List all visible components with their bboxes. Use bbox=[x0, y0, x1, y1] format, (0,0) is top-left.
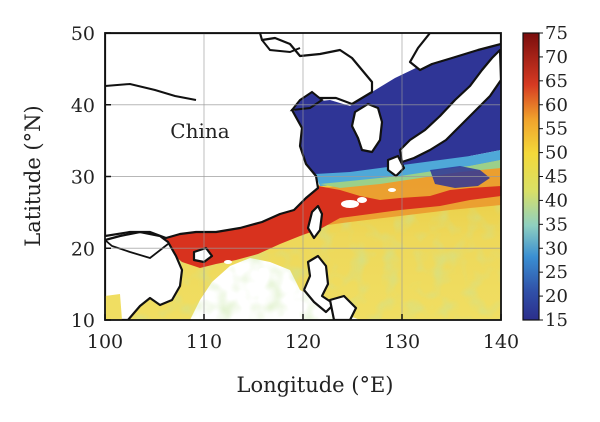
southwest-land-patch bbox=[105, 294, 122, 320]
ocean-blue-patch-east bbox=[430, 166, 490, 188]
northern-land-northeast bbox=[408, 33, 501, 72]
y-tick-label: 50 bbox=[71, 23, 95, 45]
colorbar-tick-label: 20 bbox=[545, 286, 568, 307]
speckle-2 bbox=[357, 197, 367, 203]
x-tick-label: 100 bbox=[87, 331, 123, 353]
speckle-3 bbox=[224, 260, 232, 264]
colorbar-tick-label: 60 bbox=[545, 95, 568, 116]
ocean-transition-zone bbox=[315, 150, 501, 186]
bohai-bay-coast bbox=[289, 90, 324, 112]
ocean-red-band bbox=[166, 186, 501, 268]
china-label: China bbox=[170, 119, 229, 143]
kyushu-island bbox=[386, 154, 406, 178]
vietnam-border bbox=[105, 239, 169, 259]
colorbar-tick-label: 50 bbox=[545, 143, 568, 164]
china-coastline bbox=[105, 33, 374, 240]
colorbar-tick-label: 75 bbox=[545, 23, 568, 44]
ocean-green-zone bbox=[320, 160, 501, 188]
y-axis-ticks: 10 20 30 40 50 bbox=[71, 23, 111, 332]
coastlines bbox=[105, 33, 501, 320]
colorbar-tick-label: 25 bbox=[545, 262, 568, 283]
ocean-cold-north bbox=[292, 40, 501, 180]
colorbar-tick-label: 15 bbox=[545, 310, 568, 331]
x-tick-label: 140 bbox=[483, 331, 519, 353]
northern-border bbox=[261, 39, 301, 54]
western-border bbox=[105, 82, 197, 101]
map-grid bbox=[105, 33, 501, 320]
colorbar-tick-label: 40 bbox=[545, 190, 568, 211]
colorbar-tick-label: 45 bbox=[545, 167, 568, 188]
colorbar-tick-label: 55 bbox=[545, 119, 568, 140]
speckle-1 bbox=[341, 200, 359, 208]
y-tick-label: 10 bbox=[71, 310, 95, 332]
missing-data-speckles bbox=[224, 188, 396, 272]
y-axis-label: Latitude (°N) bbox=[21, 105, 45, 246]
colorbar-tick-label: 70 bbox=[545, 47, 568, 68]
colorbar-tick-label: 35 bbox=[545, 214, 568, 235]
x-axis-label: Longitude (°E) bbox=[237, 373, 394, 397]
y-tick-label: 40 bbox=[71, 95, 95, 117]
x-axis-ticks: 100 110 120 130 140 bbox=[87, 314, 519, 353]
colorbar bbox=[522, 32, 540, 321]
colorbar-tick-label: 65 bbox=[545, 71, 568, 92]
x-tick-label: 110 bbox=[186, 331, 222, 353]
taiwan-island bbox=[306, 204, 324, 240]
speckle-4 bbox=[259, 268, 265, 272]
visayas-islands bbox=[328, 294, 358, 320]
x-tick-label: 130 bbox=[384, 331, 420, 353]
x-tick-label: 120 bbox=[285, 331, 321, 353]
y-tick-label: 20 bbox=[71, 238, 95, 260]
speckle-5 bbox=[388, 188, 396, 192]
y-tick-label: 30 bbox=[71, 167, 95, 189]
indochina-coast bbox=[105, 230, 184, 320]
korea-peninsula bbox=[350, 102, 384, 154]
colorbar-tick-label: 30 bbox=[545, 238, 568, 259]
